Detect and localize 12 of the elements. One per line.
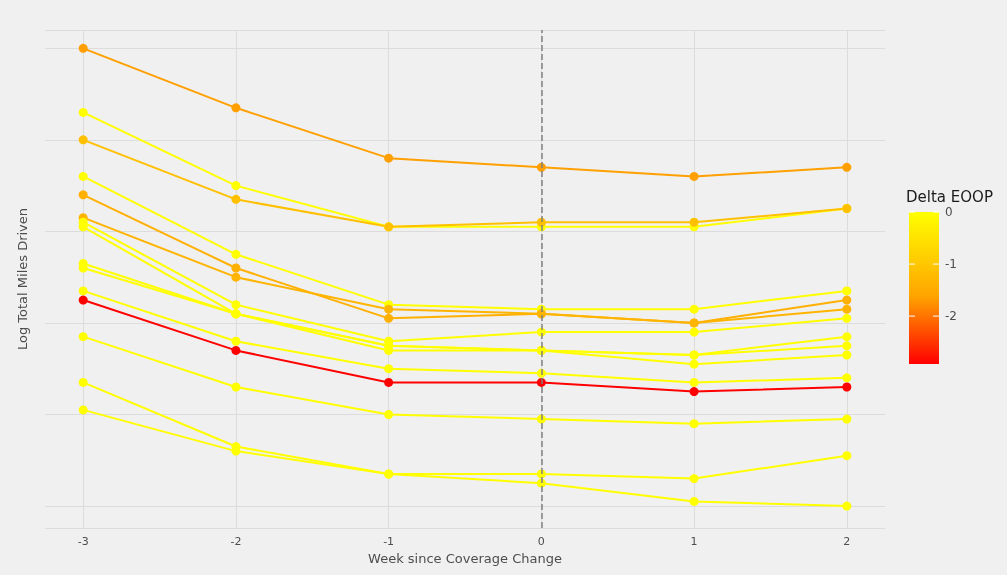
x-tick-label: 0 (537, 535, 545, 548)
color-bar-title: Delta EOOP (906, 187, 993, 206)
y-axis-title: Log Total Miles Driven (15, 207, 30, 351)
color-bar-label: -2 (945, 309, 957, 324)
x-axis-title: Week since Coverage Change (368, 550, 562, 566)
color-bar-label: -1 (945, 257, 957, 272)
x-tick-label: 1 (690, 535, 698, 548)
x-tick-label: -1 (383, 535, 395, 548)
x-tick-label: 2 (843, 535, 851, 548)
x-tick-label: -2 (230, 535, 242, 548)
x-tick-label: -3 (77, 535, 89, 548)
color-bar-label: 0 (945, 205, 953, 219)
